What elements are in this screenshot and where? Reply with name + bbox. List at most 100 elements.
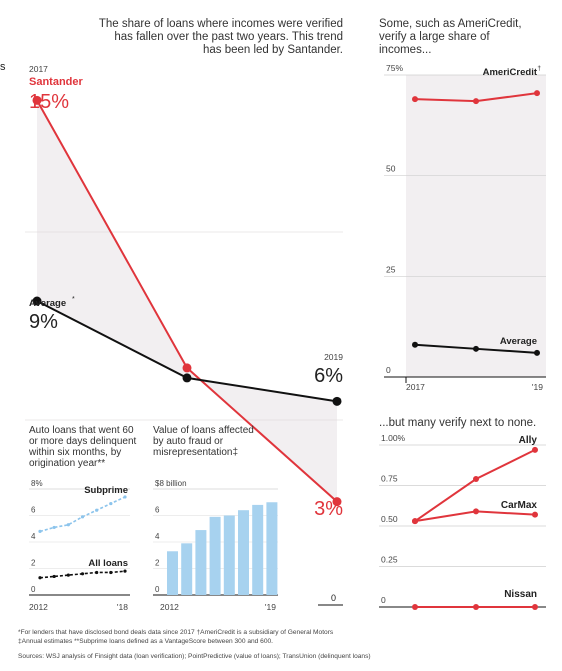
right-bottom-tick-label: 0.50 xyxy=(381,514,398,524)
small1-note-line: Auto loans that went 60 xyxy=(29,425,134,436)
small2-note-line: by auto fraud or xyxy=(153,436,224,447)
label-average: Average xyxy=(29,298,66,309)
main-point-santander xyxy=(32,95,42,105)
label-start-year: 2017 xyxy=(29,64,48,74)
small2-x-label: 2012 xyxy=(160,602,179,612)
footnote-1: *For lenders that have disclosed bond de… xyxy=(18,629,334,636)
right-top-tick-label: 50 xyxy=(386,164,396,174)
small1-line-subprime xyxy=(39,496,126,533)
small1-point-subprime xyxy=(80,515,85,519)
label-end-year: 2019 xyxy=(324,352,343,362)
right-bottom-tick-label: 0.75 xyxy=(381,474,398,484)
small1-point-subprime xyxy=(52,525,56,530)
right-top-point-average xyxy=(534,349,540,356)
right-top-tick-label: 75% xyxy=(386,63,403,73)
label-right-average: Average xyxy=(500,336,537,347)
small1-point-all-loans xyxy=(66,573,70,577)
right-top-shaded-band xyxy=(406,75,546,377)
right-top-note-line: Some, such as AmeriCredit, xyxy=(379,18,522,30)
main-zero-label: 0 xyxy=(331,593,336,603)
right-top-point-americredit xyxy=(473,98,479,105)
main-note-line: has been led by Santander. xyxy=(203,44,343,56)
main-note-line: has fallen over the past two years. This… xyxy=(114,31,343,43)
small1-note-line: or more days delinquent xyxy=(29,436,137,447)
small1-point-all-loans xyxy=(52,574,56,579)
right-top-point-americredit xyxy=(412,96,418,103)
right-bottom-tick-label: 1.00% xyxy=(381,433,406,443)
small1-point-all-loans xyxy=(123,569,127,573)
small1-tick-label: 8% xyxy=(31,479,43,488)
right-bottom-point-carmax xyxy=(412,518,418,525)
main-point-average xyxy=(332,396,342,406)
small1-point-all-loans xyxy=(80,572,85,576)
right-top-x-label: 2017 xyxy=(406,382,425,392)
small2-bar-2014 xyxy=(195,530,207,595)
small2-bar-2017 xyxy=(238,510,249,595)
right-bottom-note: ...but many verify next to none. xyxy=(379,417,536,429)
small2-bar-2019 xyxy=(266,502,278,595)
main-point-santander xyxy=(332,497,342,507)
main-point-average xyxy=(182,373,192,383)
right-bottom-point-nissan xyxy=(412,604,418,610)
right-bottom-point-carmax xyxy=(532,511,538,518)
small1-tick-label: 6 xyxy=(31,506,36,515)
right-bottom-point-nissan xyxy=(473,604,479,610)
small1-note-line: origination year** xyxy=(29,458,105,469)
small1-point-subprime xyxy=(66,523,70,527)
label-average-mark: * xyxy=(72,296,75,303)
small1-point-all-loans xyxy=(38,576,42,580)
footnote-2: ‡Annual estimates **Subprime loans defin… xyxy=(18,638,274,645)
small1-x-label: '18 xyxy=(117,602,128,612)
small2-tick-label: 2 xyxy=(155,559,160,568)
right-top-tick-label: 0 xyxy=(386,365,391,375)
right-bottom-point-nissan xyxy=(532,604,538,610)
label-ally: Ally xyxy=(519,435,538,446)
main-note-line: The share of loans where incomes were ve… xyxy=(99,18,343,30)
small1-point-subprime xyxy=(123,495,127,499)
small2-tick-label: 0 xyxy=(155,585,160,594)
right-bottom-tick-label: 0 xyxy=(381,595,386,605)
right-top-tick-label: 25 xyxy=(386,264,396,274)
small1-point-subprime xyxy=(38,529,42,534)
label-nissan: Nissan xyxy=(504,589,537,600)
small2-bar-2016 xyxy=(223,515,235,595)
right-top-note-line: incomes... xyxy=(379,44,431,56)
main-shaded-band xyxy=(37,100,337,502)
small2-x-label: '19 xyxy=(265,602,276,612)
right-top-note-line: verify a large share of xyxy=(379,31,490,43)
right-top-point-average xyxy=(473,345,479,352)
small2-bar-2013 xyxy=(181,543,193,595)
sources-note: Sources: WSJ analysis of Finsight data (… xyxy=(18,653,371,660)
small1-point-all-loans xyxy=(109,570,113,575)
small2-note-line: misrepresentation‡ xyxy=(153,447,238,458)
label-subprime: Subprime xyxy=(84,485,128,496)
small1-point-subprime xyxy=(109,501,113,506)
label-all-loans: All loans xyxy=(88,558,128,569)
label-americredit-mark: † xyxy=(537,65,541,72)
main-point-average xyxy=(32,296,42,306)
small2-tick-label: 6 xyxy=(155,506,160,515)
label-santander-start: 15% xyxy=(29,91,69,113)
edge-text: s xyxy=(0,61,6,73)
label-americredit: AmeriCredit xyxy=(483,67,538,78)
small1-tick-label: 0 xyxy=(31,585,36,594)
small1-point-subprime xyxy=(95,508,99,512)
label-santander-end: 3% xyxy=(314,498,343,520)
label-average-end: 6% xyxy=(314,365,343,387)
small1-tick-label: 2 xyxy=(31,559,36,568)
right-top-point-average xyxy=(412,341,418,348)
label-santander: Santander xyxy=(29,76,84,88)
right-bottom-tick-label: 0.25 xyxy=(381,555,398,565)
small1-x-label: 2012 xyxy=(29,602,48,612)
small2-tick-label: $8 billion xyxy=(155,479,187,488)
small1-point-all-loans xyxy=(95,570,99,575)
small2-bar-2015 xyxy=(209,516,221,595)
small1-tick-label: 4 xyxy=(31,532,36,541)
small2-bar-2012 xyxy=(167,551,178,595)
small2-bar-2018 xyxy=(252,504,264,595)
small2-tick-label: 4 xyxy=(155,532,160,541)
main-point-santander xyxy=(182,363,192,373)
right-top-x-label: '19 xyxy=(532,382,543,392)
small2-note-line: Value of loans affected xyxy=(153,425,254,436)
